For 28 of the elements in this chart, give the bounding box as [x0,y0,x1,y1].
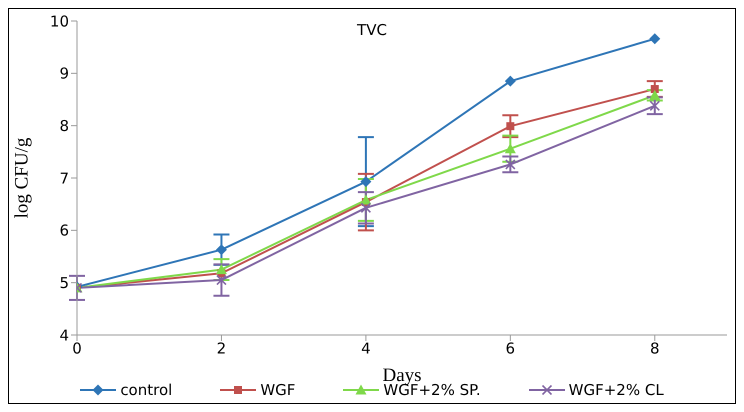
x-tick-label: 6 [506,340,516,358]
x-tick-label: 4 [361,340,371,358]
y-tick-label: 6 [59,222,69,240]
chart-title: TVC [357,21,387,39]
point [360,194,372,204]
x-tick-label: 0 [72,340,82,358]
y-tick-label: 9 [59,64,69,83]
point [649,33,660,44]
y-tick-label: 5 [59,274,69,292]
y-axis-title: log CFU/g [12,137,33,218]
legend-label: WGF [260,381,296,399]
point [504,76,516,87]
legend-label: WGF+2% CL [568,381,664,399]
point [504,143,516,154]
y-tick-label: 4 [59,326,69,344]
x-tick-label: 8 [650,340,660,358]
point [649,90,660,100]
point [650,85,659,94]
y-tick-label: 10 [50,12,69,30]
legend-label: control [120,381,172,399]
point [506,122,514,130]
x-tick-label: 2 [216,340,226,358]
x-axis-title: Days [382,365,422,386]
y-tick-label: 8 [59,116,69,135]
point [216,244,227,256]
y-tick-label: 7 [59,169,69,188]
point [216,264,227,274]
point [360,176,372,188]
